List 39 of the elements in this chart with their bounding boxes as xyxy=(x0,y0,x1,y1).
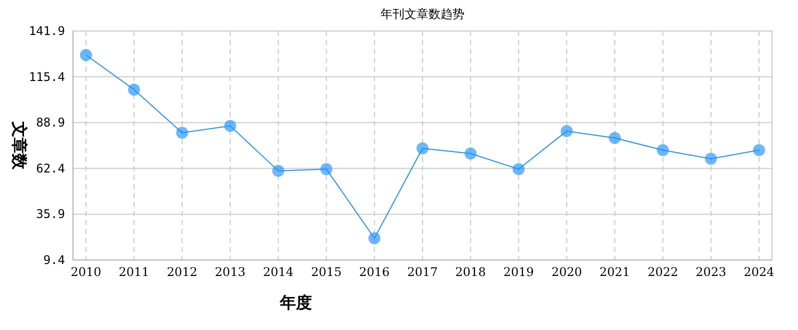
chart-title: 年刊文章数趋势 xyxy=(380,7,464,21)
x-tick-label: 2010 xyxy=(70,265,102,279)
x-tick-label: 2012 xyxy=(166,265,198,279)
point xyxy=(608,132,621,144)
point xyxy=(753,144,766,156)
y-tick-label: 141.9 xyxy=(28,24,65,38)
x-tick-label: 2016 xyxy=(359,265,390,279)
x-tick-label: 2013 xyxy=(214,265,246,279)
point xyxy=(272,164,284,177)
point xyxy=(656,144,669,156)
y-tick-label: 35.9 xyxy=(36,207,65,222)
point xyxy=(560,125,573,138)
y-tick-label: 62.4 xyxy=(36,161,65,176)
point xyxy=(464,148,477,160)
point xyxy=(320,163,332,176)
x-tick-label: 2023 xyxy=(696,265,726,279)
y-tick-label: 115.4 xyxy=(28,70,65,84)
x-tick-label: 2024 xyxy=(744,265,775,279)
x-tick-label: 2022 xyxy=(648,265,678,279)
x-tick-label: 2019 xyxy=(503,265,534,279)
point xyxy=(512,163,525,176)
y-tick-label: 88.9 xyxy=(36,116,65,130)
x-tick-label: 2017 xyxy=(407,265,438,279)
x-tick-label: 2021 xyxy=(600,265,630,279)
point xyxy=(368,232,380,244)
x-axis-title: 年度 xyxy=(279,293,312,312)
point xyxy=(224,120,236,132)
y-tick-label: 9.4 xyxy=(43,253,65,267)
point xyxy=(128,84,140,96)
point xyxy=(80,49,92,62)
y-axis-title: 文章数 xyxy=(10,120,29,170)
x-tick-label: 2015 xyxy=(311,265,342,279)
x-tick-label: 2014 xyxy=(263,265,294,279)
point xyxy=(416,142,428,154)
x-tick-label: 2018 xyxy=(455,265,486,279)
point xyxy=(176,126,188,139)
x-tick-label: 2020 xyxy=(551,265,582,279)
point xyxy=(704,152,717,165)
x-tick-label: 2011 xyxy=(118,265,150,279)
